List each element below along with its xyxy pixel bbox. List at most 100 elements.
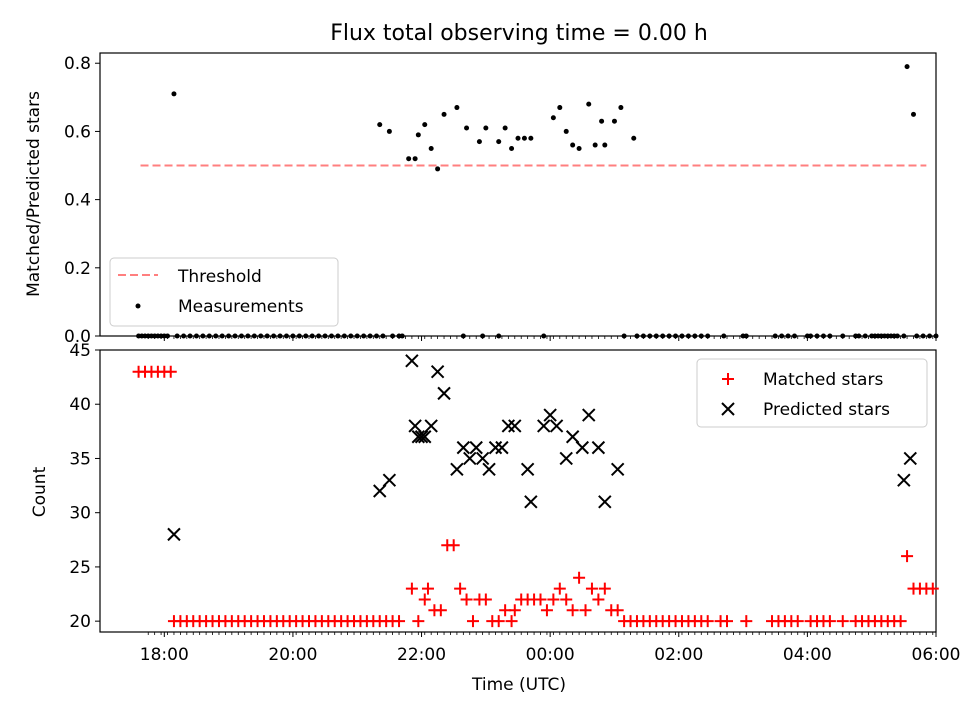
- matched-point: [585, 582, 598, 595]
- measurement-point: [586, 101, 592, 107]
- measurement-point: [377, 122, 383, 128]
- count-panel: 20 25 30 35 40 45 18:00 20:00 22:00 00:00 02:00 04…: [30, 341, 960, 695]
- predicted-point: [610, 462, 625, 477]
- measurement-point: [862, 333, 868, 339]
- matched-point: [421, 582, 434, 595]
- predicted-point: [405, 354, 419, 368]
- measurement-point: [422, 122, 428, 128]
- matched-point: [740, 615, 753, 628]
- measurement-point: [277, 333, 283, 339]
- count-legend-box: [696, 358, 928, 428]
- ratio-ytick-label: 0.4: [64, 191, 91, 211]
- predicted-point: [897, 473, 911, 487]
- measurement-point: [309, 333, 315, 339]
- measurement-point: [785, 333, 791, 339]
- ratio-xticks: [147, 336, 937, 341]
- measurement-point: [476, 139, 482, 145]
- count-xtick-label: 22:00: [397, 645, 446, 665]
- measurement-point: [515, 135, 521, 141]
- measurement-point: [354, 333, 360, 339]
- ratio-legend-box: [109, 257, 339, 327]
- measurement-point: [415, 132, 421, 138]
- threshold-legend-label: Threshold: [177, 267, 262, 287]
- measurement-point: [428, 145, 434, 151]
- measurement-point: [329, 333, 335, 339]
- measurement-point: [592, 142, 598, 148]
- count-xtick-label: 06:00: [912, 645, 960, 665]
- measurement-point: [206, 333, 212, 339]
- count-xtick-label: 20:00: [268, 645, 317, 665]
- measurement-point: [303, 333, 309, 339]
- predicted-point: [543, 408, 557, 422]
- predicted-point: [424, 419, 438, 433]
- ratio-ytick-label: 0.6: [64, 122, 91, 142]
- predicted-point: [463, 451, 477, 466]
- predicted-point: [524, 495, 538, 509]
- matched-point: [901, 550, 914, 563]
- measurement-point: [557, 105, 563, 111]
- measurement-point: [570, 142, 576, 148]
- measurement-point: [611, 118, 617, 124]
- ratio-ytick-label: 0.2: [64, 259, 91, 279]
- count-ylabel: Count: [30, 466, 50, 517]
- predicted-point: [450, 462, 464, 477]
- measurement-point: [502, 125, 508, 131]
- measurement-point: [454, 105, 460, 111]
- measurement-point: [435, 166, 441, 172]
- measurement-point: [322, 333, 328, 339]
- matched-point: [540, 604, 553, 617]
- measurement-point: [441, 111, 447, 117]
- matched-point: [611, 604, 624, 617]
- count-ytick-label: 25: [69, 558, 91, 578]
- measurement-point: [245, 333, 251, 339]
- matched-point: [405, 582, 418, 595]
- matched-point: [836, 615, 849, 628]
- measurement-point: [264, 333, 270, 339]
- predicted-point: [408, 419, 422, 433]
- predicted-point: [437, 386, 451, 401]
- matched-point: [553, 582, 566, 595]
- count-ytick-label: 35: [69, 449, 91, 469]
- predicted-legend-label: Predicted stars: [763, 400, 890, 420]
- measurement-point: [856, 333, 862, 339]
- measurement-point: [721, 333, 727, 339]
- ratio-axes-frame: [99, 52, 937, 337]
- measurement-point: [187, 333, 193, 339]
- measurement-point: [483, 125, 489, 131]
- count-axes-frame: [99, 349, 937, 633]
- matched-point: [412, 615, 425, 628]
- matched-point: [454, 582, 467, 595]
- measurement-point: [910, 111, 916, 117]
- count-ytick-label: 20: [69, 612, 91, 632]
- matched-point: [894, 615, 907, 628]
- predicted-point: [582, 408, 596, 422]
- measurement-point: [779, 333, 785, 339]
- predicted-point: [537, 419, 551, 433]
- measurement-point: [550, 115, 556, 121]
- matched-point: [701, 615, 714, 628]
- measurement-point: [348, 333, 354, 339]
- measurement-point: [399, 333, 405, 339]
- count-xtick-label: 02:00: [654, 645, 703, 665]
- measurement-point: [367, 333, 373, 339]
- predicted-point: [411, 430, 426, 444]
- predicted-point: [373, 484, 387, 498]
- measurement-point: [226, 333, 232, 339]
- predicted-point: [508, 419, 522, 433]
- count-ytick-label: 30: [69, 504, 91, 524]
- ratio-yticks: 0.0 0.2 0.4 0.6 0.8: [64, 54, 100, 347]
- measurements-legend-marker: [135, 303, 141, 309]
- matched-point: [460, 593, 473, 606]
- measurement-point: [920, 333, 926, 339]
- matched-point: [393, 615, 406, 628]
- predicted-point: [456, 440, 471, 455]
- measurement-point: [341, 333, 347, 339]
- measurement-point: [361, 333, 367, 339]
- measurement-point: [541, 333, 547, 339]
- measurement-point: [914, 333, 920, 339]
- measurement-point: [894, 333, 900, 339]
- matched-point: [505, 615, 518, 628]
- ratio-marks: [136, 64, 939, 339]
- predicted-legend-marker: [721, 402, 735, 416]
- predicted-point: [167, 527, 181, 542]
